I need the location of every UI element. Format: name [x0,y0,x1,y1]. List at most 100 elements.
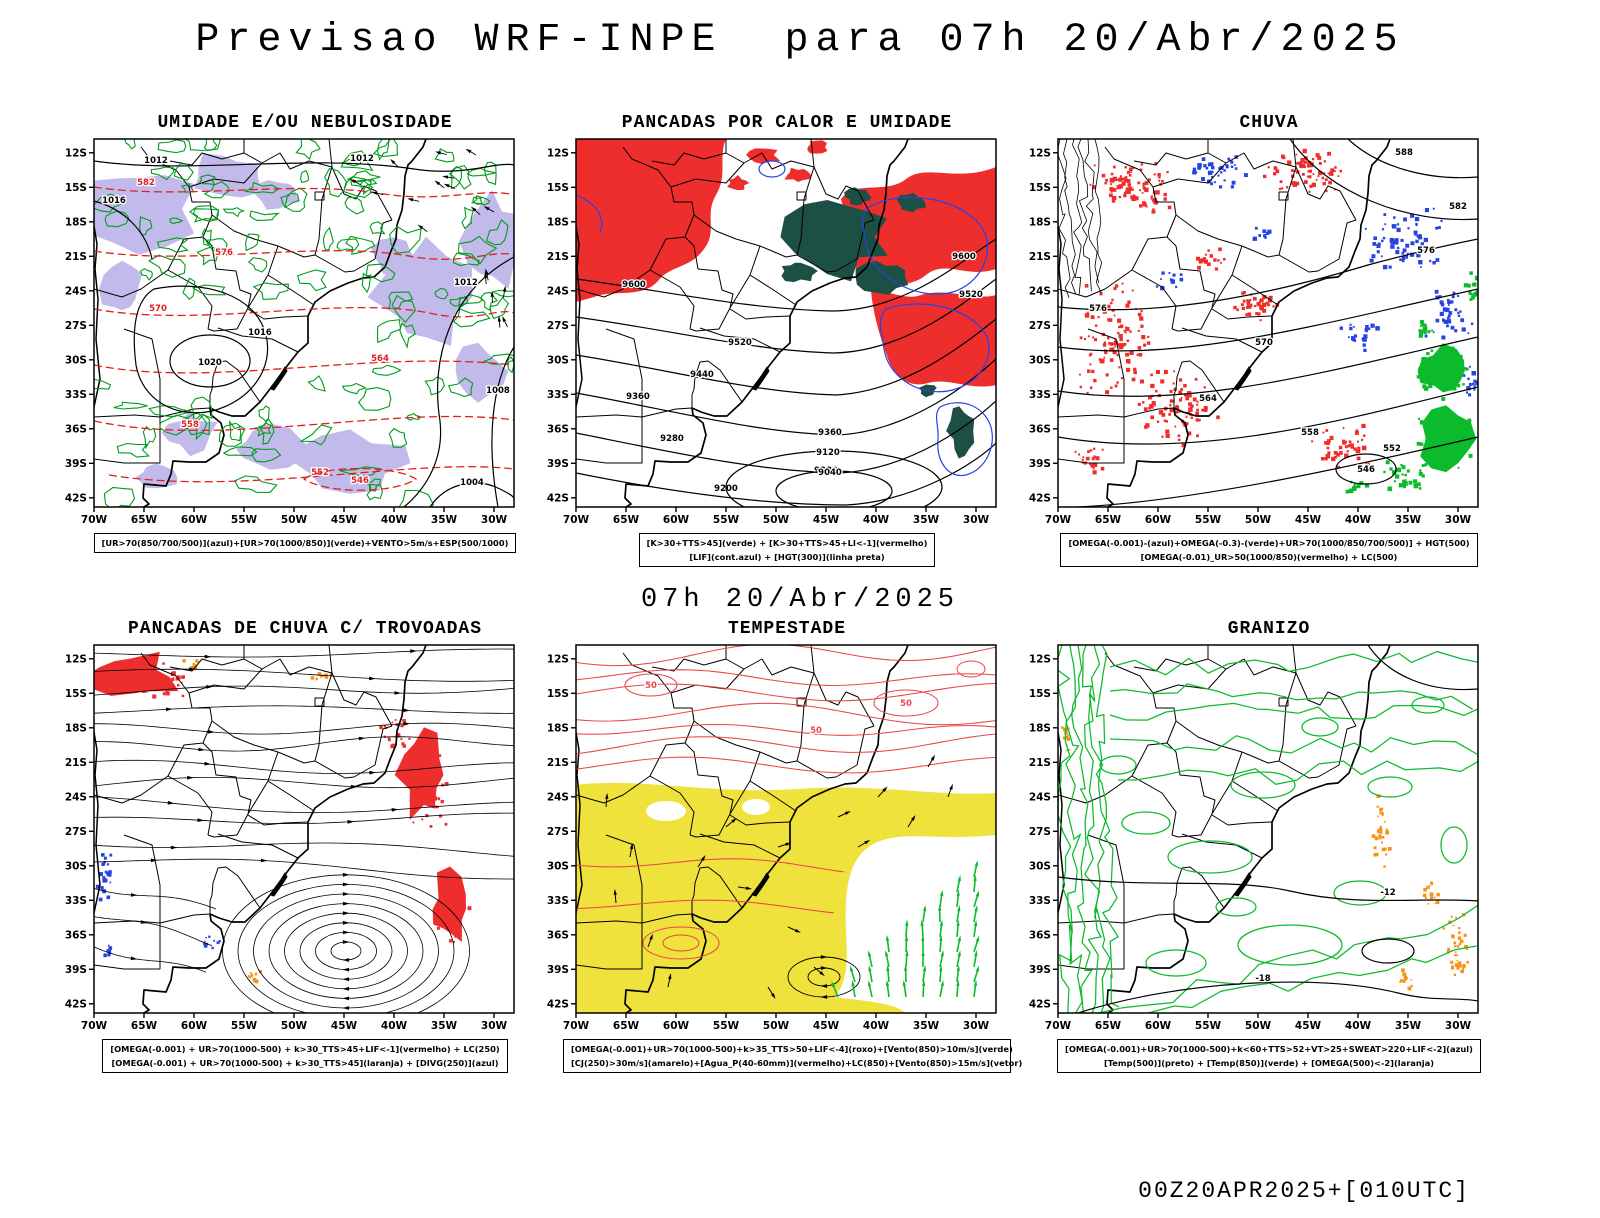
svg-text:36S: 36S [65,930,87,942]
wrf-forecast-page: Previsao WRF-INPE para 07h 20/Abr/2025 U… [0,18,1600,1073]
svg-text:65W: 65W [1095,514,1122,526]
svg-text:60W: 60W [663,514,690,526]
svg-text:60W: 60W [181,1020,208,1032]
svg-text:55W: 55W [231,1020,258,1032]
legend-line: [OMEGA(-0.001)+UR>70(1000-500)+k>35_TTS>… [571,1042,1003,1056]
svg-text:15S: 15S [65,688,87,700]
svg-text:42S: 42S [547,999,569,1011]
svg-text:65W: 65W [613,514,640,526]
svg-text:27S: 27S [1029,826,1051,838]
svg-text:15S: 15S [65,182,87,194]
svg-text:12S: 12S [547,654,569,666]
svg-text:35W: 35W [431,1020,458,1032]
svg-text:582: 582 [1449,202,1467,212]
svg-text:40W: 40W [863,514,890,526]
svg-text:9520: 9520 [959,290,983,300]
svg-text:45W: 45W [813,514,840,526]
svg-text:9440: 9440 [690,370,714,380]
svg-text:1012: 1012 [144,156,168,166]
svg-text:45W: 45W [813,1020,840,1032]
svg-text:30W: 30W [481,1020,508,1032]
svg-text:33S: 33S [547,389,569,401]
svg-text:576: 576 [1417,246,1435,256]
svg-text:36S: 36S [65,423,87,435]
svg-text:39S: 39S [65,964,87,976]
svg-text:36S: 36S [1029,423,1051,435]
svg-text:30S: 30S [65,354,87,366]
svg-text:24S: 24S [547,792,569,804]
svg-text:18S: 18S [65,216,87,228]
svg-text:-12: -12 [1380,888,1395,898]
svg-text:15S: 15S [547,182,569,194]
svg-text:42S: 42S [547,492,569,504]
panel-legend: [OMEGA(-0.001) + UR>70(1000-500) + k>30_… [102,1039,507,1073]
svg-text:27S: 27S [547,826,569,838]
svg-text:570: 570 [1255,338,1273,348]
svg-text:33S: 33S [65,895,87,907]
svg-text:1016: 1016 [248,328,272,338]
model-run-info: 00Z20APR2025+[010UTC] [1138,1178,1470,1204]
svg-text:15S: 15S [1029,688,1051,700]
svg-text:45W: 45W [1295,514,1322,526]
svg-text:552: 552 [1383,444,1401,454]
panel-legend: [UR>70(850/700/500)](azul)+[UR>70(1000/8… [94,533,517,553]
svg-text:9600: 9600 [622,280,646,290]
svg-text:33S: 33S [65,389,87,401]
legend-line: [OMEGA(-0.001) + UR>70(1000-500) + k>30_… [110,1042,499,1056]
svg-text:558: 558 [181,420,199,430]
svg-text:70W: 70W [563,514,590,526]
svg-text:60W: 60W [663,1020,690,1032]
svg-text:45W: 45W [331,514,358,526]
svg-text:45W: 45W [331,1020,358,1032]
svg-text:36S: 36S [547,423,569,435]
svg-text:39S: 39S [547,458,569,470]
svg-text:9040: 9040 [818,468,842,478]
svg-text:70W: 70W [563,1020,590,1032]
svg-text:564: 564 [371,354,389,364]
legend-line: [OMEGA(-0.001) + UR>70(1000-500) + k>30_… [110,1056,499,1070]
svg-text:36S: 36S [547,930,569,942]
svg-text:55W: 55W [1195,1020,1222,1032]
panel-legend: [OMEGA(-0.001)+UR>70(1000-500)+k>35_TTS>… [563,1039,1011,1073]
valid-time-title: 07h 20/Abr/2025 [0,585,1600,615]
svg-text:70W: 70W [81,1020,108,1032]
svg-text:21S: 21S [1029,757,1051,769]
svg-text:39S: 39S [1029,964,1051,976]
svg-text:21S: 21S [65,757,87,769]
svg-text:582: 582 [137,178,155,188]
svg-text:60W: 60W [181,514,208,526]
svg-text:12S: 12S [1029,654,1051,666]
svg-text:50W: 50W [281,514,308,526]
svg-text:65W: 65W [1095,1020,1122,1032]
svg-text:50W: 50W [281,1020,308,1032]
svg-text:12S: 12S [547,147,569,159]
svg-text:1016: 1016 [102,196,126,206]
svg-text:42S: 42S [65,999,87,1011]
svg-text:9360: 9360 [626,392,650,402]
svg-text:1012: 1012 [454,278,478,288]
svg-text:30W: 30W [1445,1020,1472,1032]
svg-text:9520: 9520 [728,338,752,348]
svg-text:30W: 30W [1445,514,1472,526]
svg-text:30W: 30W [963,1020,990,1032]
svg-text:18S: 18S [1029,216,1051,228]
svg-text:65W: 65W [131,514,158,526]
svg-text:50: 50 [645,681,657,691]
panel-title: TEMPESTADE [559,619,1015,639]
panel-title: CHUVA [1041,113,1497,133]
svg-text:42S: 42S [1029,492,1051,504]
svg-text:40W: 40W [381,1020,408,1032]
svg-text:42S: 42S [1029,999,1051,1011]
weather-map-umidade: 5825765705645585525461012101210081016101… [60,135,516,527]
